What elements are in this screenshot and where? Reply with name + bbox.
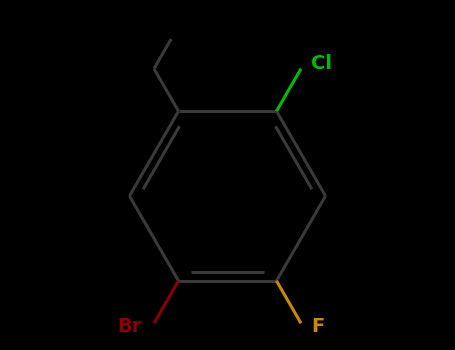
Text: Cl: Cl: [312, 54, 333, 72]
Text: Br: Br: [117, 317, 142, 336]
Text: F: F: [312, 317, 325, 336]
